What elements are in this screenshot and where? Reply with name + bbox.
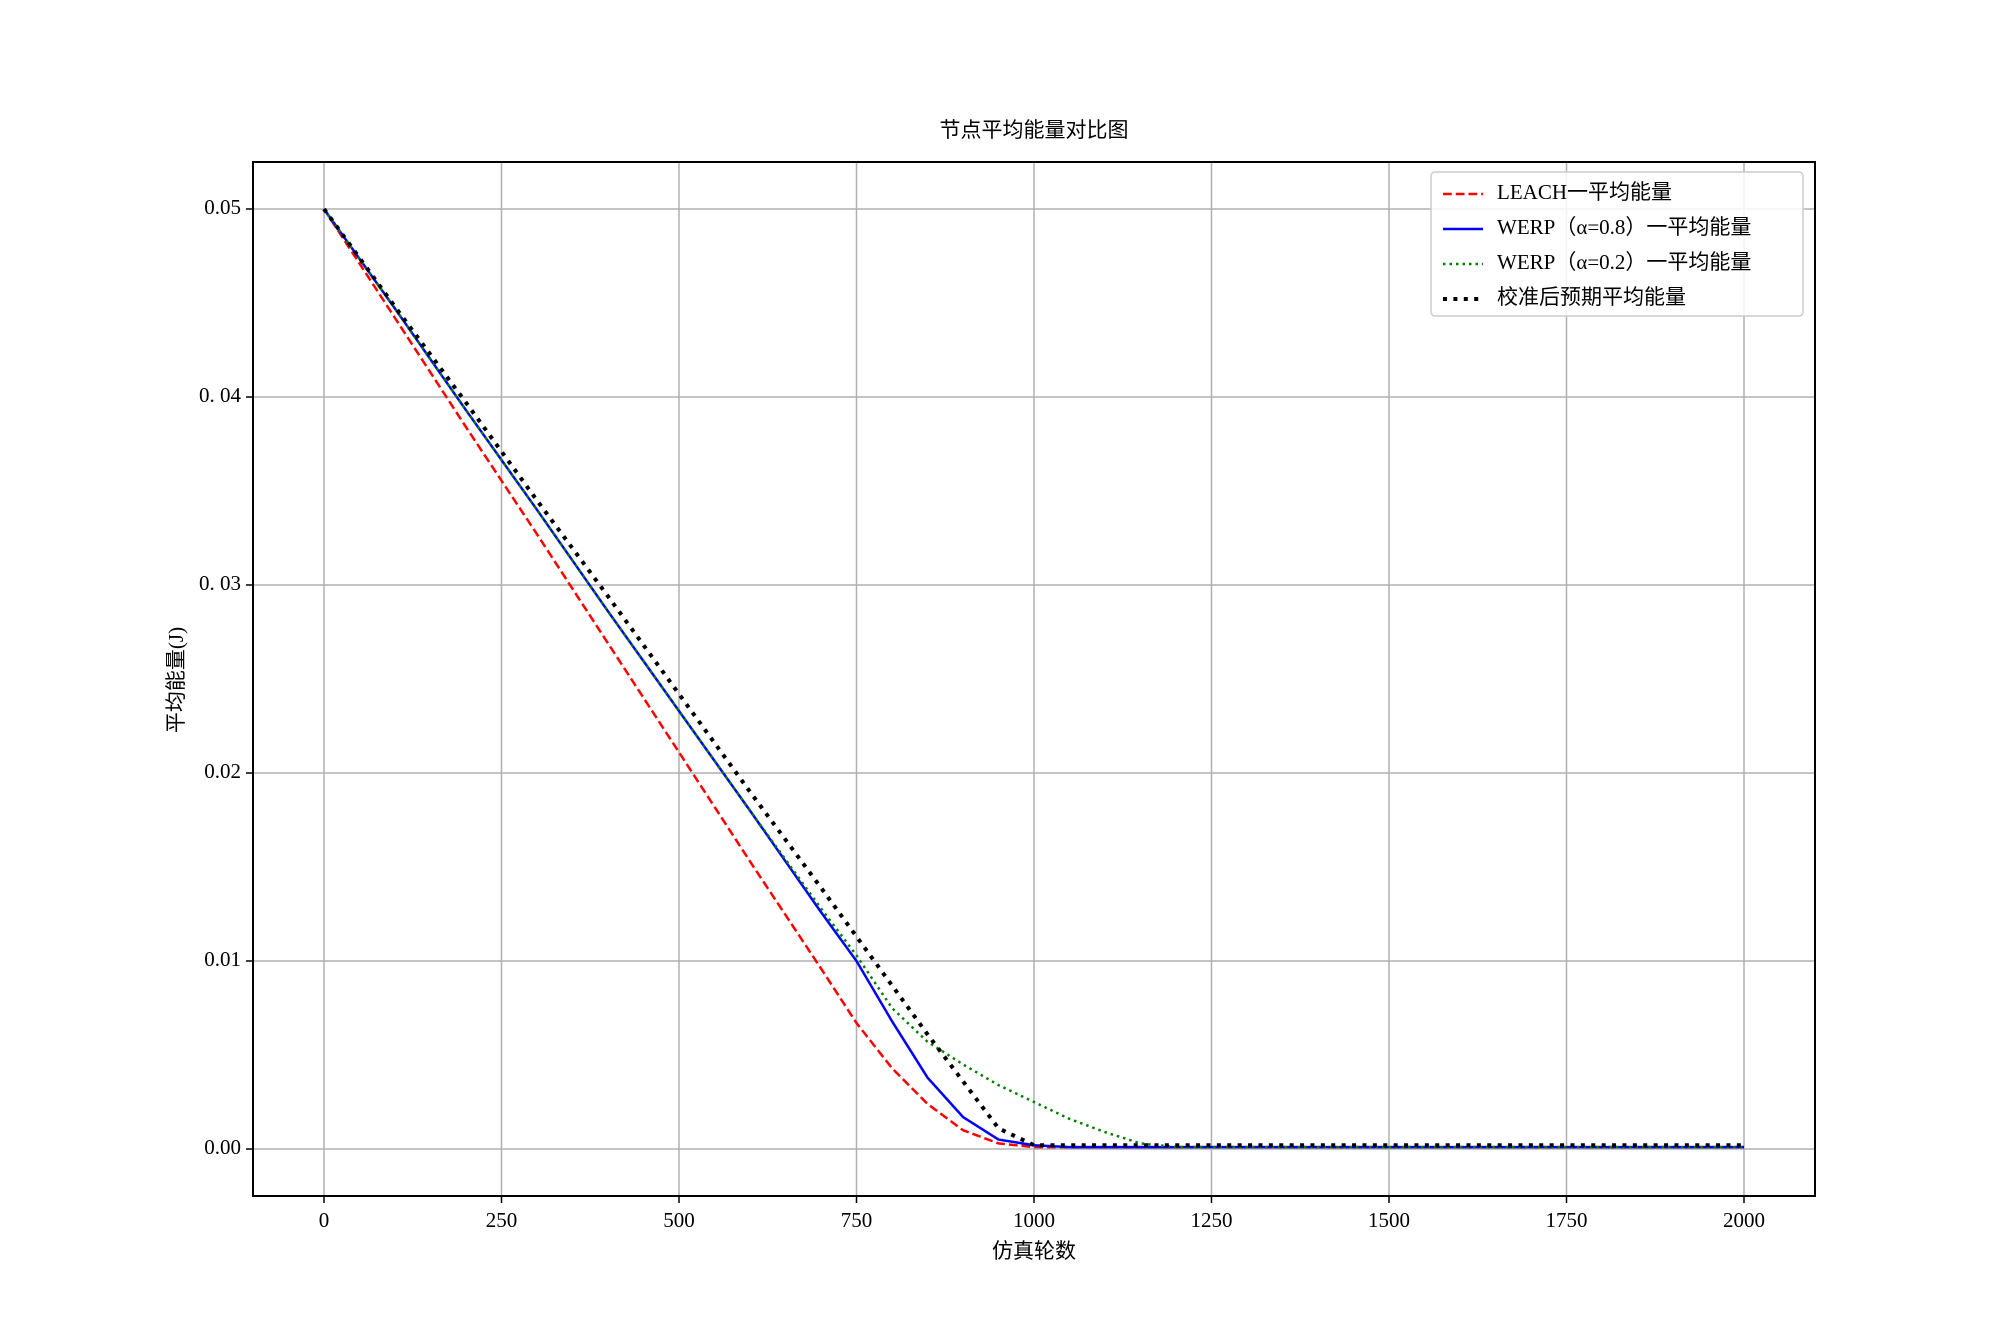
x-tick-label: 1250 (1191, 1208, 1233, 1232)
data-line (322, 207, 1744, 1148)
chart-title: 节点平均能量对比图 (940, 118, 1129, 142)
x-tick-label: 0 (319, 1208, 330, 1232)
x-tick-label: 1500 (1368, 1208, 1410, 1232)
x-tick-label: 250 (486, 1208, 518, 1232)
x-tick-label: 750 (841, 1208, 873, 1232)
x-tick-label: 1750 (1546, 1208, 1588, 1232)
x-tick-label: 1000 (1013, 1208, 1055, 1232)
y-tick-label: 0.05 (204, 195, 241, 219)
legend-label: 校准后预期平均能量 (1497, 285, 1686, 309)
legend-label: WERP（α=0.2）一平均能量 (1497, 250, 1751, 274)
legend: LEACH一平均能量 WERP（α=0.8）一平均能量 WERP（α=0.2）一平均… (1430, 171, 1804, 317)
y-tick-label: 0.02 (204, 759, 241, 783)
x-tick-label: 2000 (1723, 1208, 1765, 1232)
y-tick-label: 0. 04 (199, 383, 242, 407)
x-tick-label: 500 (663, 1208, 695, 1232)
y-tick-label: 0.00 (204, 1135, 241, 1159)
x-axis-label: 仿真轮数 (992, 1239, 1076, 1263)
y-axis-label: 平均能量(J) (164, 627, 188, 733)
legend-label: WERP（α=0.8）一平均能量 (1497, 215, 1751, 239)
legend-label: LEACH一平均能量 (1497, 180, 1672, 204)
plot-frame (252, 161, 1816, 1197)
y-tick-label: 0. 03 (199, 571, 241, 595)
legend-box (1430, 171, 1804, 317)
data-line (322, 208, 1744, 1149)
y-tick-label: 0.01 (204, 947, 241, 971)
